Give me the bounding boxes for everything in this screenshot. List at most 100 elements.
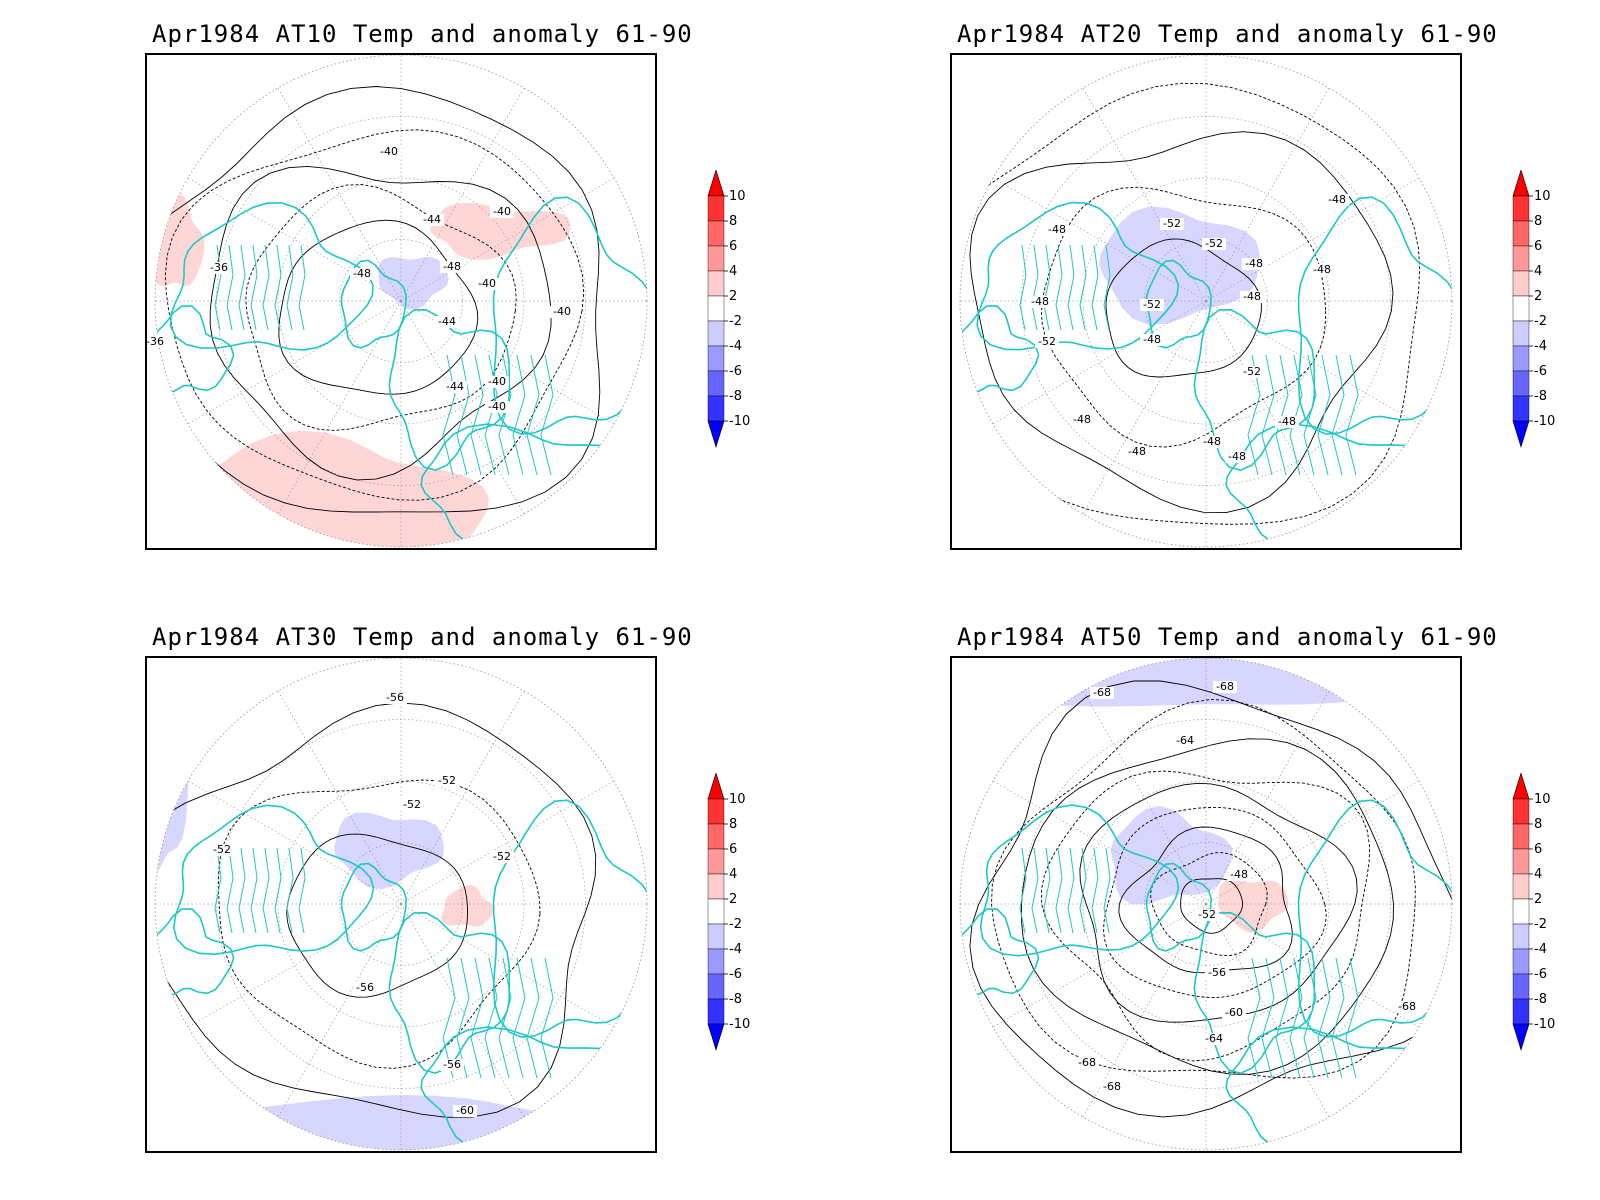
contour-label: -44 bbox=[438, 315, 456, 328]
border bbox=[498, 354, 512, 476]
contour-label: -48 bbox=[353, 267, 371, 280]
contour-label-bg bbox=[1100, 1081, 1124, 1093]
anomaly-shading bbox=[441, 884, 495, 927]
colorbar: 10 8 6 4 2 -2 -4 -6 -8 -10 bbox=[707, 773, 750, 1052]
contour-label: -48 bbox=[1230, 868, 1248, 881]
contour-label: -48 bbox=[1243, 290, 1261, 303]
contour-label: -64 bbox=[1205, 1032, 1223, 1045]
contour-label-bg bbox=[1202, 1033, 1226, 1045]
contour-label: -40 bbox=[553, 305, 571, 318]
border bbox=[1067, 244, 1075, 331]
meridian bbox=[1082, 300, 1207, 515]
coastlines bbox=[155, 196, 647, 547]
border bbox=[498, 957, 512, 1079]
colorbar-arrow-bottom bbox=[1512, 420, 1530, 449]
border bbox=[226, 244, 234, 331]
border bbox=[470, 354, 484, 476]
meridian bbox=[1205, 903, 1330, 1118]
colorbar-tick-label: -2 bbox=[729, 314, 742, 329]
colorbar-tick-label: 8 bbox=[1534, 214, 1542, 229]
temperature-contour bbox=[1150, 852, 1268, 957]
temperature-contour bbox=[991, 698, 1416, 1079]
contour-label-bg bbox=[1140, 299, 1164, 311]
coastline bbox=[1297, 196, 1452, 435]
colorbar-segment bbox=[1512, 948, 1530, 975]
colorbar-tick-label: -10 bbox=[1534, 1017, 1555, 1032]
colorbar-tick-label: -2 bbox=[1534, 314, 1547, 329]
colorbar-segment bbox=[707, 898, 725, 925]
colorbar-tick-label: 4 bbox=[729, 264, 737, 279]
border bbox=[1031, 244, 1039, 331]
temperature-contour bbox=[155, 86, 601, 513]
contour-label-bg bbox=[383, 692, 407, 704]
colorbar-segment bbox=[1512, 270, 1530, 297]
border bbox=[238, 244, 246, 331]
meridian bbox=[277, 903, 402, 1118]
anomaly-shading bbox=[1110, 806, 1233, 905]
contour-label-bg bbox=[1275, 416, 1299, 428]
meridian bbox=[1205, 177, 1420, 302]
contour-label: -64 bbox=[1176, 734, 1194, 747]
border bbox=[1317, 354, 1331, 476]
map-svg: -40 -44 -48 -48 -40 -40 -36 -36 -44 -40 -44 -40 -40 bbox=[147, 55, 648, 548]
border bbox=[1091, 244, 1099, 331]
colorbar-tick-label: -2 bbox=[1534, 917, 1547, 932]
contour-label: -40 bbox=[488, 375, 506, 388]
border bbox=[250, 244, 258, 331]
colorbar-segment bbox=[1512, 345, 1530, 372]
colorbar: 10 8 6 4 2 -2 -4 -6 -8 -10 bbox=[1512, 773, 1555, 1052]
colorbar-arrow-top bbox=[707, 170, 725, 197]
polar-map: -68 -68 -64 -48 -52 -56 -60 -64 -68 -68 -68 bbox=[950, 656, 1462, 1153]
contour-label: -48 bbox=[1228, 450, 1246, 463]
colorbar-tick-label: -8 bbox=[1534, 992, 1547, 1007]
colorbar-segment bbox=[707, 245, 725, 272]
colorbar-segment bbox=[1512, 923, 1530, 950]
colorbar-segment bbox=[707, 998, 725, 1025]
coastline bbox=[1297, 799, 1452, 1038]
contour-label-bg bbox=[1090, 687, 1114, 699]
colorbar-tick-label: -6 bbox=[1534, 967, 1547, 982]
colorbar-tick-label: 10 bbox=[729, 189, 746, 204]
contour-label-bg bbox=[435, 316, 459, 328]
latitude-circle bbox=[277, 177, 525, 425]
anomaly-shading bbox=[1099, 206, 1260, 325]
contour-label-bg bbox=[1240, 366, 1264, 378]
border bbox=[274, 244, 282, 331]
coastline bbox=[388, 911, 511, 1075]
contour-label: -52 bbox=[403, 798, 421, 811]
contour-label: -56 bbox=[443, 1058, 461, 1071]
colorbar-segment bbox=[707, 948, 725, 975]
temperature-contour bbox=[1040, 186, 1327, 448]
contour-label-bg bbox=[435, 775, 459, 787]
colorbar-tick-label: 4 bbox=[1534, 867, 1542, 882]
colorbar-tick-label: 2 bbox=[729, 892, 737, 907]
contour-label: -40 bbox=[380, 145, 398, 158]
meridian bbox=[1205, 690, 1330, 905]
border bbox=[1079, 244, 1087, 331]
border bbox=[540, 957, 554, 1079]
colorbar-arrow-bottom bbox=[1512, 1023, 1530, 1052]
colorbar-tick-label: 4 bbox=[729, 867, 737, 882]
border bbox=[298, 847, 306, 934]
contour-label-bg bbox=[1075, 1057, 1099, 1069]
meridian bbox=[1082, 87, 1207, 302]
colorbar-tick-label: 2 bbox=[1534, 289, 1542, 304]
colorbar-tick-label: 10 bbox=[1534, 189, 1551, 204]
coastline bbox=[1193, 911, 1316, 1075]
contour-label: -68 bbox=[1078, 1056, 1096, 1069]
colorbar-tick-label: 2 bbox=[1534, 892, 1542, 907]
coastlines bbox=[960, 799, 1452, 1150]
contour-label: -56 bbox=[386, 691, 404, 704]
panel-title: Apr1984 AT30 Temp and anomaly 61-90 bbox=[152, 623, 693, 651]
border bbox=[1247, 957, 1261, 1079]
map-boundary bbox=[959, 55, 1453, 548]
border bbox=[456, 354, 470, 476]
border bbox=[1103, 847, 1111, 934]
colorbar-segment bbox=[707, 295, 725, 322]
colorbar-segment bbox=[707, 798, 725, 825]
border bbox=[1289, 957, 1303, 1079]
border bbox=[1043, 244, 1051, 331]
colorbar-segment bbox=[707, 873, 725, 900]
colorbar-segment bbox=[707, 270, 725, 297]
contour-label: -60 bbox=[1225, 1006, 1243, 1019]
